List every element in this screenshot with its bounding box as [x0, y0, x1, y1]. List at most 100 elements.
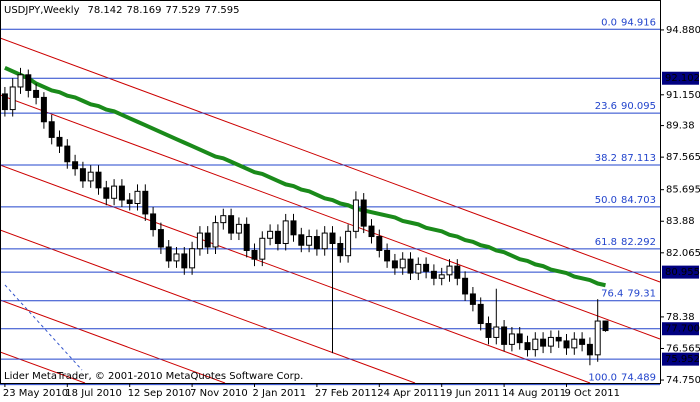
- y-tick-label: 89.38: [666, 121, 695, 132]
- fib-level: 0.0: [601, 17, 617, 28]
- chart-title: USDJPY,Weekly: [4, 5, 80, 16]
- candle-body: [376, 236, 383, 251]
- candle-body: [48, 121, 55, 138]
- y-tick-label: 91.150: [666, 90, 700, 101]
- price-level-box: [662, 352, 699, 366]
- candle-body: [477, 303, 484, 325]
- fib-level: 38.2: [595, 153, 617, 164]
- candle-body: [493, 326, 500, 338]
- candle-body: [142, 190, 149, 215]
- y-tick-label: 87.565: [666, 152, 700, 163]
- axes: 94.880 91.150 89.38 87.565 85.695 83.88 82.065…: [3, 25, 700, 399]
- candle-body: [259, 237, 266, 260]
- candle-body: [189, 248, 196, 269]
- candle-body: [485, 323, 492, 338]
- candle-body: [462, 277, 469, 295]
- candle-body: [72, 161, 79, 170]
- candle-body: [1, 93, 8, 111]
- candle-body: [17, 74, 24, 88]
- candle-body: [415, 263, 422, 274]
- candle-body: [134, 190, 141, 205]
- candle-body: [430, 270, 437, 279]
- candle-body: [25, 74, 32, 91]
- x-tick-label: 14 Aug 2011: [502, 388, 566, 399]
- price-level-label: 77.700: [665, 324, 700, 335]
- candle-body: [267, 230, 274, 239]
- candle-body: [118, 185, 125, 201]
- x-tick-label: 27 Feb 2011: [315, 388, 377, 399]
- candle-body: [438, 274, 445, 279]
- fib-price: 87.113: [621, 153, 656, 164]
- candle-body: [126, 199, 133, 205]
- candle-body: [87, 171, 94, 182]
- candle-body: [306, 236, 313, 246]
- candle-body: [103, 187, 110, 199]
- candle-body: [524, 342, 531, 351]
- candle-body: [56, 136, 63, 147]
- candle-body: [508, 333, 515, 345]
- trend-line: [4, 284, 83, 371]
- y-tick-label: 78.38: [666, 312, 695, 323]
- candle-body: [165, 246, 172, 262]
- candle-body: [360, 199, 367, 227]
- candle-body: [79, 168, 86, 182]
- candle-body: [290, 220, 297, 236]
- candle-body: [501, 326, 508, 345]
- candle-body: [345, 230, 352, 257]
- fib-price: 90.095: [621, 101, 656, 112]
- y-tick-label: 85.695: [666, 185, 700, 196]
- candle-body: [9, 86, 16, 111]
- header-close: 77.595: [205, 5, 240, 16]
- candle-body: [243, 223, 250, 251]
- fib-label: 38.2 87.113: [595, 153, 656, 164]
- fib-price: 74.489: [621, 373, 656, 384]
- fib-level: 50.0: [595, 195, 617, 206]
- x-tick-label: 18 Jul 2010: [65, 388, 122, 399]
- fib-price: 82.292: [621, 237, 656, 248]
- candle-body: [228, 215, 235, 234]
- candle-body: [391, 260, 398, 269]
- candle-body: [196, 232, 203, 250]
- candle-body: [313, 236, 320, 250]
- y-tick-label: 74.750: [666, 375, 700, 386]
- candle-body: [111, 185, 118, 199]
- candle-body: [454, 265, 461, 279]
- candle-body: [95, 171, 102, 189]
- price-level-label: 75.952: [665, 354, 700, 365]
- candle-body: [235, 223, 242, 234]
- fib-price: 94.916: [621, 17, 656, 28]
- x-tick-label: 12 Sep 2010: [128, 388, 191, 399]
- channel-line: [0, 351, 86, 384]
- fib-label: 76.4 79.31: [601, 289, 656, 300]
- candle-body: [157, 229, 164, 248]
- candle-body: [586, 343, 593, 356]
- candle-body: [352, 199, 359, 232]
- candle-body: [532, 338, 539, 351]
- fibonacci: 0.0 94.916 23.6 90.095 38.2 87.113 50.0 84.703 6…: [0, 17, 660, 386]
- candle-body: [571, 338, 578, 349]
- fib-level: 100.0: [588, 373, 617, 384]
- fib-price: 84.703: [621, 195, 656, 206]
- candle-body: [594, 320, 601, 356]
- price-levels: [0, 77, 660, 360]
- candle-body: [469, 293, 476, 305]
- candle-body: [423, 263, 430, 272]
- x-tick-label: 23 May 2010: [3, 388, 68, 399]
- y-tick-label: 83.88: [666, 216, 695, 227]
- ma-line: [4, 66, 606, 288]
- candle-body: [40, 96, 47, 123]
- x-tick-label: 2 Jan 2011: [253, 388, 307, 399]
- candle-body: [274, 230, 281, 245]
- fib-level: 23.6: [595, 101, 617, 112]
- candle-body: [516, 333, 523, 344]
- candle-body: [399, 258, 406, 269]
- candle-body: [540, 338, 547, 347]
- candle-body: [337, 243, 344, 257]
- candle-body: [282, 220, 289, 245]
- candle-body: [173, 253, 180, 262]
- x-tick-label: 9 Oct 2011: [565, 388, 620, 399]
- x-tick-label: 7 Nov 2010: [190, 388, 248, 399]
- moving-average: [4, 66, 606, 288]
- candle-body: [446, 265, 453, 276]
